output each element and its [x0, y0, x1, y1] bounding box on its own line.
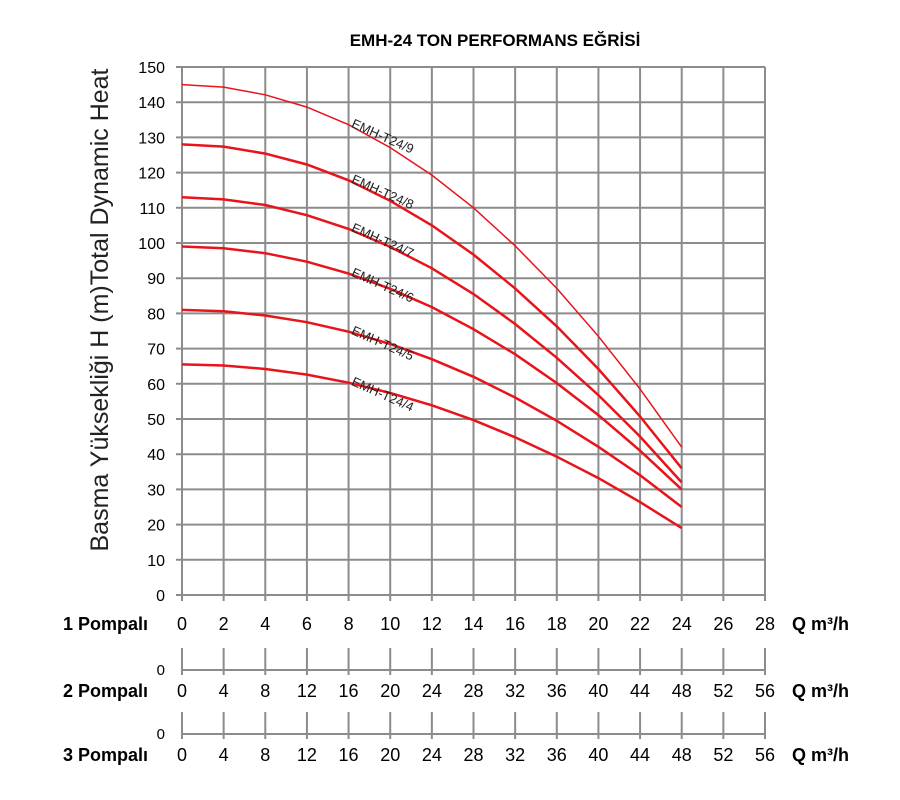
x-tick-label: 18 [547, 614, 567, 634]
x-tick-label: 4 [219, 745, 229, 765]
x-axis-row-label: 2 Pompalı [63, 681, 148, 701]
x-tick-label: 56 [755, 745, 775, 765]
x-tick-label: 32 [505, 681, 525, 701]
x-tick-label: 36 [547, 681, 567, 701]
x-tick-label: 48 [672, 681, 692, 701]
series-line-EMH-T24/9 [181, 83, 683, 448]
x-tick-label: 12 [297, 745, 317, 765]
y-tick-label: 60 [147, 377, 165, 394]
chart-title: EMH-24 TON PERFORMANS EĞRİSİ [350, 31, 641, 50]
x-tick-label: 28 [463, 681, 483, 701]
y-axis-label: Basma Yüksekliği H (m)Total Dynamic Heat [86, 68, 114, 551]
y-tick-label: 0 [156, 588, 165, 605]
x-tick-label: 40 [588, 681, 608, 701]
x-axis-row-label: 1 Pompalı [63, 614, 148, 634]
y-tick-label: 30 [147, 482, 165, 499]
y-tick-label: 100 [138, 236, 165, 253]
series-label: EMH-T24/5 [349, 323, 416, 364]
x-tick-label: 28 [463, 745, 483, 765]
x-tick-label: 28 [755, 614, 775, 634]
x-tick-label: 4 [219, 681, 229, 701]
x-tick-label: 4 [260, 614, 270, 634]
x-tick-label: 10 [380, 614, 400, 634]
y-tick-label: 90 [147, 271, 165, 288]
x-tick-label: 14 [463, 614, 483, 634]
x-tick-label: 52 [713, 681, 733, 701]
x-tick-label: 24 [672, 614, 692, 634]
series-line-EMH-T24/8 [181, 143, 683, 470]
series-label: EMH-T24/7 [349, 220, 416, 261]
y-tick-label: 10 [147, 553, 165, 570]
x-tick-label: 44 [630, 681, 650, 701]
x-axis-row-label: 3 Pompalı [63, 745, 148, 765]
x-tick-label: 6 [302, 614, 312, 634]
x-tick-label: 52 [713, 745, 733, 765]
x-tick-label: 20 [380, 745, 400, 765]
x-tick-label: 24 [422, 681, 442, 701]
x-tick-label: 16 [339, 681, 359, 701]
series-label: EMH-T24/4 [349, 374, 416, 415]
x-tick-label: 36 [547, 745, 567, 765]
y-tick-label: 40 [147, 447, 165, 464]
y-tick-label: 50 [147, 412, 165, 429]
x-tick-label: 8 [260, 681, 270, 701]
y-tick-label: 120 [138, 166, 165, 183]
series-label: EMH-T24/6 [349, 265, 416, 306]
x-tick-label: 8 [344, 614, 354, 634]
y-tick-label: 150 [138, 60, 165, 77]
y-tick-label: 70 [147, 342, 165, 359]
x-tick-label: 16 [339, 745, 359, 765]
x-tick-label: 32 [505, 745, 525, 765]
x-tick-label: 44 [630, 745, 650, 765]
x-tick-label: 20 [588, 614, 608, 634]
x-tick-label: 20 [380, 681, 400, 701]
x-axis-unit: Q m³/h [792, 614, 849, 634]
x-tick-label: 40 [588, 745, 608, 765]
series-line-EMH-T24/5 [181, 308, 683, 508]
x-tick-label: 12 [422, 614, 442, 634]
series-line-EMH-T24/7 [181, 195, 683, 484]
y-tick-label: 130 [138, 130, 165, 147]
x-tick-label: 2 [219, 614, 229, 634]
x-axis-unit: Q m³/h [792, 681, 849, 701]
x-tick-label: 24 [422, 745, 442, 765]
series-line-EMH-T24/6 [181, 245, 683, 491]
x-tick-label: 16 [505, 614, 525, 634]
y-tick-label: 20 [147, 518, 165, 535]
x-tick-label: 0 [177, 614, 187, 634]
series-line-EMH-T24/4 [181, 363, 683, 530]
x-axis-zero-label: 0 [157, 662, 165, 679]
x-tick-label: 22 [630, 614, 650, 634]
x-tick-label: 0 [177, 745, 187, 765]
x-tick-label: 26 [713, 614, 733, 634]
series-label: EMH-T24/9 [349, 116, 416, 157]
x-tick-label: 12 [297, 681, 317, 701]
y-tick-label: 110 [139, 201, 165, 218]
x-tick-label: 48 [672, 745, 692, 765]
series-label: EMH-T24/8 [349, 171, 416, 212]
y-tick-label: 140 [138, 95, 165, 112]
x-tick-label: 8 [260, 745, 270, 765]
x-tick-label: 56 [755, 681, 775, 701]
x-axis-unit: Q m³/h [792, 745, 849, 765]
x-tick-label: 0 [177, 681, 187, 701]
y-tick-label: 80 [147, 306, 165, 323]
x-axis-zero-label: 0 [157, 726, 165, 743]
